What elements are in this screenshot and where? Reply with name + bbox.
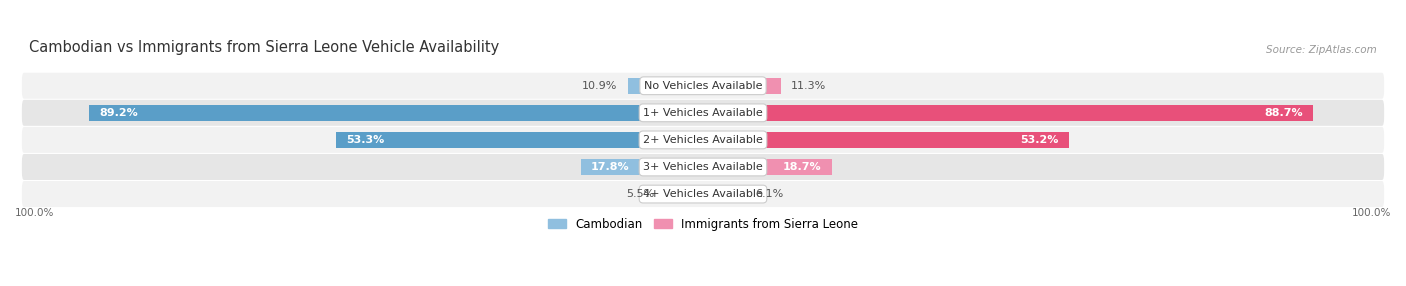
Text: 53.2%: 53.2% bbox=[1021, 135, 1059, 145]
Text: 6.1%: 6.1% bbox=[755, 189, 783, 199]
Bar bbox=[703, 132, 1069, 148]
Bar bbox=[703, 159, 832, 175]
Text: Cambodian vs Immigrants from Sierra Leone Vehicle Availability: Cambodian vs Immigrants from Sierra Leon… bbox=[28, 40, 499, 55]
Text: 1+ Vehicles Available: 1+ Vehicles Available bbox=[643, 108, 763, 118]
Text: 5.5%: 5.5% bbox=[627, 189, 655, 199]
Bar bbox=[703, 186, 745, 202]
Text: 2+ Vehicles Available: 2+ Vehicles Available bbox=[643, 135, 763, 145]
Bar bbox=[90, 105, 703, 121]
Text: Source: ZipAtlas.com: Source: ZipAtlas.com bbox=[1267, 45, 1378, 55]
Text: 100.0%: 100.0% bbox=[15, 208, 55, 218]
Text: 18.7%: 18.7% bbox=[783, 162, 821, 172]
Bar bbox=[703, 105, 1313, 121]
Text: 17.8%: 17.8% bbox=[591, 162, 630, 172]
Bar bbox=[628, 78, 703, 94]
Text: 4+ Vehicles Available: 4+ Vehicles Available bbox=[643, 189, 763, 199]
Text: 11.3%: 11.3% bbox=[792, 81, 827, 91]
Text: No Vehicles Available: No Vehicles Available bbox=[644, 81, 762, 91]
FancyBboxPatch shape bbox=[22, 181, 1384, 207]
Text: 10.9%: 10.9% bbox=[582, 81, 617, 91]
Legend: Cambodian, Immigrants from Sierra Leone: Cambodian, Immigrants from Sierra Leone bbox=[543, 213, 863, 235]
FancyBboxPatch shape bbox=[22, 100, 1384, 126]
Bar bbox=[703, 78, 780, 94]
Bar bbox=[581, 159, 703, 175]
Text: 88.7%: 88.7% bbox=[1264, 108, 1303, 118]
FancyBboxPatch shape bbox=[22, 73, 1384, 99]
Text: 89.2%: 89.2% bbox=[100, 108, 138, 118]
Bar bbox=[665, 186, 703, 202]
Text: 3+ Vehicles Available: 3+ Vehicles Available bbox=[643, 162, 763, 172]
Text: 100.0%: 100.0% bbox=[1351, 208, 1391, 218]
Text: 53.3%: 53.3% bbox=[347, 135, 385, 145]
Bar bbox=[336, 132, 703, 148]
FancyBboxPatch shape bbox=[22, 127, 1384, 153]
FancyBboxPatch shape bbox=[22, 154, 1384, 180]
